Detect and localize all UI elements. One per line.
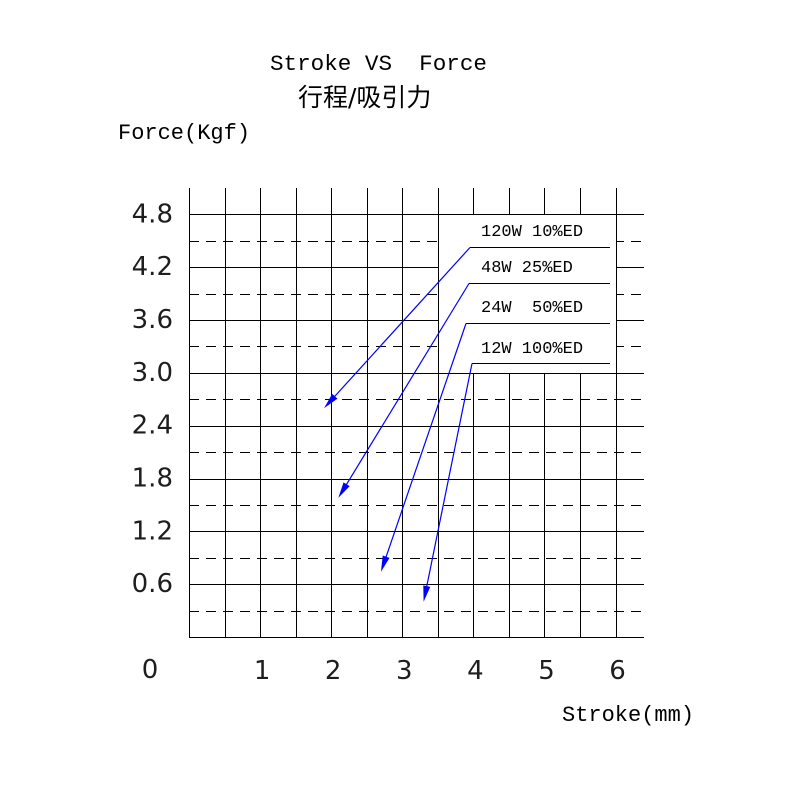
legend-entry: 48W 25%ED	[469, 259, 610, 284]
arrowhead	[380, 555, 390, 572]
arrowhead	[338, 482, 350, 498]
arrow-line	[330, 247, 471, 402]
arrow-line	[383, 323, 467, 563]
y-tick-label: 4.2	[132, 252, 173, 282]
series-arrows	[324, 247, 473, 602]
arrowhead	[324, 393, 338, 409]
legend: 120W 10%ED 48W 25%ED 24W 50%ED 12W 100%ED	[439, 215, 616, 373]
series-arrow	[338, 283, 470, 498]
x-axis-label: Stroke(mm)	[562, 703, 694, 728]
legend-box	[439, 215, 616, 373]
series-arrow	[423, 363, 473, 602]
legend-label: 48W 25%ED	[481, 259, 573, 278]
y-axis-label: Force(Kgf)	[118, 121, 250, 146]
series-arrow	[324, 247, 471, 409]
x-tick-label: 4	[467, 656, 484, 686]
x-tick-label: 6	[609, 656, 626, 686]
x-tick-labels: 1 2 3 4 5 6	[254, 656, 626, 686]
legend-entry: 24W 50%ED	[466, 299, 610, 324]
arrowhead	[423, 585, 431, 602]
origin-label: 0	[142, 655, 159, 685]
series-arrow	[380, 323, 467, 572]
x-tick-label: 1	[254, 656, 271, 686]
arrow-line	[342, 283, 470, 491]
y-tick-label: 3.0	[132, 358, 173, 388]
x-tick-label: 2	[325, 656, 342, 686]
arrow-line	[424, 363, 473, 593]
legend-label: 12W 100%ED	[481, 340, 583, 359]
y-tick-label: 0.6	[132, 569, 173, 599]
legend-label: 24W 50%ED	[481, 299, 583, 318]
x-tick-label: 5	[538, 656, 555, 686]
legend-entry: 12W 100%ED	[472, 340, 610, 364]
y-tick-label: 3.6	[132, 305, 173, 335]
chart-title: Stroke VS Force	[270, 51, 487, 77]
legend-label: 120W 10%ED	[481, 223, 583, 242]
y-tick-label: 4.8	[132, 199, 173, 229]
y-tick-label: 2.4	[132, 411, 173, 441]
legend-entry: 120W 10%ED	[470, 223, 610, 248]
chart-subtitle: 行程/吸引力	[298, 83, 431, 112]
y-tick-labels: 0.6 1.2 1.8 2.4 3.0 3.6 4.2 4.8	[132, 199, 173, 599]
x-tick-label: 3	[396, 656, 413, 686]
y-tick-label: 1.2	[132, 516, 173, 546]
y-tick-label: 1.8	[132, 464, 173, 494]
